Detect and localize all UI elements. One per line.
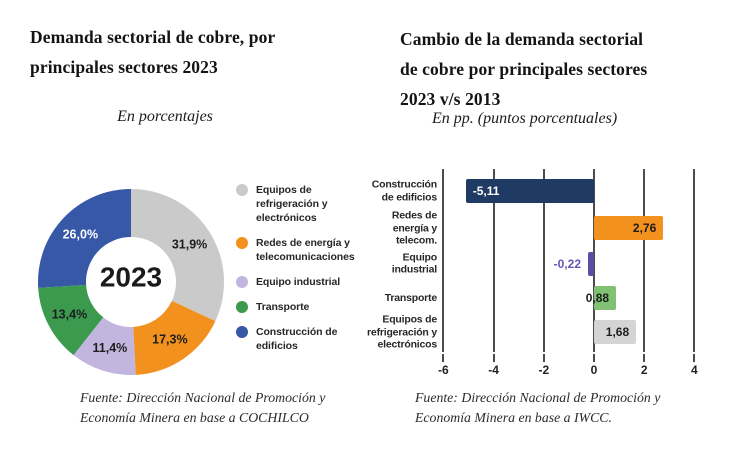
bar-4 <box>594 320 637 344</box>
right-chart-subtitle: En pp. (puntos porcentuales) <box>432 110 618 127</box>
donut-legend: Equipos de refrigeración y electrónicos Red… <box>236 183 366 353</box>
legend-item-4: Construcción de edificios <box>236 325 366 353</box>
left-chart-title-line1: Demanda sectorial de cobre, por <box>30 27 276 47</box>
legend-label-2: Equipo industrial <box>256 276 341 288</box>
category-label-1: Redes de energía y telecom. <box>391 209 437 247</box>
legend-item-3: Transporte <box>236 300 366 314</box>
bar-value-label-3: 0,88 <box>585 291 610 305</box>
left-chart-title-line2: principales sectores 2023 <box>30 57 218 77</box>
right-source: Fuente: Dirección Nacional de Promoción … <box>415 388 660 427</box>
donut-slice-2 <box>73 317 136 375</box>
donut-chart: 31,9% 17,3% 11,4% 13,4% 26,0% 2023 <box>38 189 225 375</box>
bar-value-label-0: -5,11 <box>472 184 500 198</box>
legend-label-3: Transporte <box>256 301 310 313</box>
tick-label-x-6: -6 <box>438 363 449 377</box>
left-source-line1: Fuente: Dirección Nacional de Promoción … <box>80 390 326 405</box>
right-source-line1: Fuente: Dirección Nacional de Promoción … <box>415 390 661 405</box>
bar-value-label-1: 2,76 <box>632 221 657 235</box>
gridline-x-6 <box>442 169 445 352</box>
legend-item-0: Equipos de refrigeración y electrónicos <box>236 183 366 225</box>
gridline-x-4 <box>492 169 495 352</box>
gridline-x0 <box>593 169 595 352</box>
axis-tick-x0 <box>593 354 595 362</box>
axis-tick-x-6 <box>442 354 445 362</box>
legend-dot-3 <box>236 301 248 313</box>
donut-slice-label-2: 11,4% <box>93 341 128 355</box>
bar-value-label-4: 1,68 <box>605 325 630 339</box>
donut-slice-1 <box>133 300 216 375</box>
axis-tick-x2 <box>643 354 646 362</box>
legend-dot-1 <box>236 237 248 249</box>
category-label-3: Transporte <box>384 291 437 304</box>
right-chart-title-line3: 2023 v/s 2013 <box>400 89 501 109</box>
bar-value-label-2: -0,22 <box>553 256 581 271</box>
donut-slice-4 <box>38 189 131 288</box>
donut-slice-3 <box>38 284 104 356</box>
legend-dot-2 <box>236 276 248 288</box>
tick-label-x0: 0 <box>590 363 598 377</box>
category-label-0: Construcción de edificios <box>371 178 437 204</box>
right-source-line2: Economía Minera en base a IWCC. <box>415 409 612 425</box>
category-label-4: Equipos de refrigeración y electrónicos <box>367 313 437 351</box>
legend-label-1: Redes de energía y telecomunicaciones <box>256 237 355 263</box>
tick-label-x4: 4 <box>691 363 698 377</box>
axis-tick-x-2 <box>542 354 545 362</box>
donut-slice-label-3: 13,4% <box>52 307 87 321</box>
legend-label-4: Construcción de edificios <box>256 326 338 352</box>
bar-2 <box>588 251 594 276</box>
right-chart-title-line1: Cambio de la demanda sectorial <box>400 29 644 49</box>
tick-label-x-4: -4 <box>488 363 499 377</box>
donut-slice-label-0: 31,9% <box>172 238 207 252</box>
axis-tick-x4 <box>693 354 696 362</box>
left-source-line2: Economía Minera en base a COCHILCO <box>80 409 309 425</box>
axis-tick-x-4 <box>492 354 495 362</box>
left-source: Fuente: Dirección Nacional de Promoción … <box>80 388 325 427</box>
right-chart-title: Cambio de la demanda sectorial de cobre … <box>400 24 720 114</box>
bar-3 <box>594 286 617 310</box>
donut-slice-label-1: 17,3% <box>152 333 187 347</box>
tick-label-x2: 2 <box>640 363 648 377</box>
legend-dot-4 <box>236 326 248 338</box>
right-chart-title-line2: de cobre por principales sectores <box>400 59 648 79</box>
donut-center-label: 2023 <box>100 262 162 293</box>
gridline-x4 <box>693 169 696 352</box>
bar-0 <box>465 179 594 203</box>
legend-item-2: Equipo industrial <box>236 275 366 289</box>
gridline-x2 <box>643 169 646 352</box>
donut-slice-label-4: 26,0% <box>63 227 98 241</box>
left-chart-title: Demanda sectorial de cobre, por principa… <box>30 22 360 82</box>
category-label-2: Equipo industrial <box>391 251 437 276</box>
gridline-x-2 <box>542 169 545 352</box>
legend-dot-0 <box>236 184 248 196</box>
legend-label-0: Equipos de refrigeración y electrónicos <box>256 184 328 224</box>
bar-chart: -6 -4 -2 0 2 4 Construcción de edificios -5,11 Re… <box>365 160 730 382</box>
donut-slice-0 <box>131 189 225 322</box>
bar-1 <box>594 216 664 240</box>
tick-label-x-2: -2 <box>538 363 550 377</box>
legend-item-1: Redes de energía y telecomunicaciones <box>236 236 366 264</box>
left-chart-subtitle: En porcentajes <box>117 108 213 125</box>
